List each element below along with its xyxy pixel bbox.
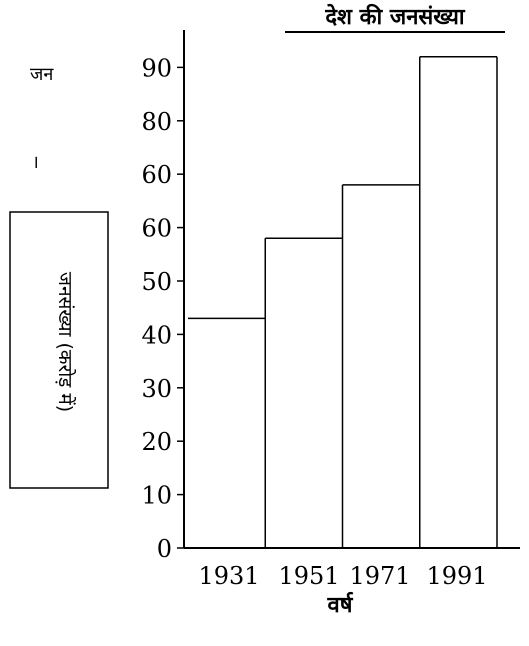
y-tick-label: 0 (157, 535, 172, 563)
x-tick-label: 1971 (349, 562, 410, 590)
y-axis-ticks: 0 10 20 30 40 50 60 60 80 90 (141, 54, 184, 563)
y-tick-label: 80 (141, 108, 172, 136)
y-tick-label: 40 (141, 321, 172, 349)
chart-title: देश की जनसंख्या (324, 3, 466, 30)
x-tick-label: 1951 (278, 562, 339, 590)
x-axis-label: वर्ष (327, 591, 354, 618)
left-margin-text: जन (30, 64, 54, 85)
y-tick-label: 50 (141, 268, 172, 296)
bars (188, 55, 498, 548)
y-tick-label: 10 (141, 482, 172, 510)
y-tick-label: 20 (141, 428, 172, 456)
x-tick-label: 1931 (198, 562, 259, 590)
y-tick-label: 90 (141, 54, 172, 82)
left-margin-danda: । (32, 152, 39, 173)
y-label-box (9, 211, 109, 489)
x-tick-label: 1991 (426, 562, 487, 590)
y-tick-label: 60 (141, 215, 172, 243)
y-tick-label: 60 (141, 161, 172, 189)
x-tick-labels: 1931 1951 1971 1991 (198, 562, 487, 590)
y-axis-label: जनसंख्या (करोड़ में) (54, 272, 77, 412)
y-tick-label: 30 (141, 375, 172, 403)
